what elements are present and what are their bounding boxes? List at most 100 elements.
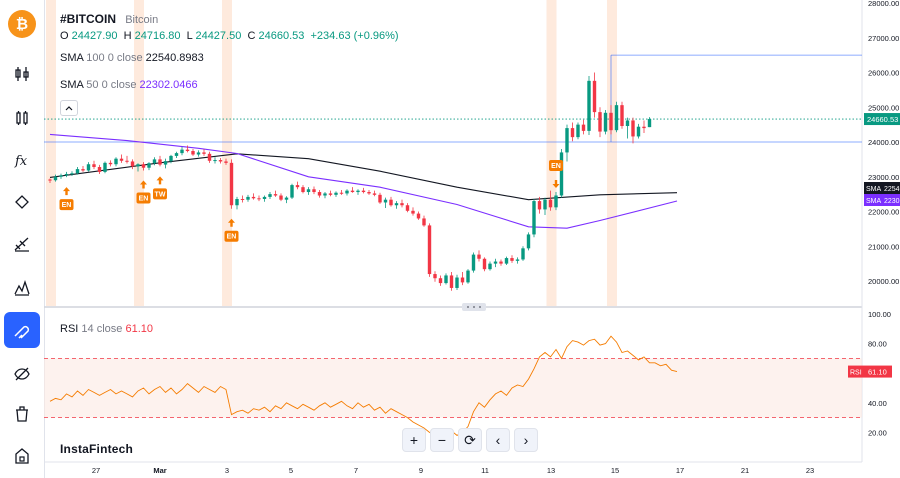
candle bbox=[383, 199, 388, 203]
candle bbox=[565, 128, 569, 153]
candle bbox=[570, 128, 575, 138]
reset-chart-button[interactable]: ⟳ bbox=[458, 428, 482, 452]
lock-icon[interactable] bbox=[4, 438, 40, 474]
candle bbox=[218, 160, 223, 162]
indicators-icon[interactable] bbox=[4, 100, 40, 136]
candle bbox=[554, 195, 558, 208]
fib-icon[interactable] bbox=[4, 226, 40, 262]
candle bbox=[339, 192, 344, 194]
rsi-value: 61.10 bbox=[125, 323, 153, 335]
candle bbox=[268, 194, 272, 197]
candle bbox=[367, 192, 371, 194]
rsi-badge-value: 61.10 bbox=[868, 368, 887, 377]
candle bbox=[620, 105, 624, 127]
time-axis-tick: 11 bbox=[481, 466, 489, 475]
sma100-legend[interactable]: SMA 100 0 close 22540.8983 bbox=[60, 52, 204, 64]
rsi-band bbox=[44, 358, 862, 418]
candle bbox=[587, 80, 591, 131]
highlight-band bbox=[134, 0, 144, 306]
candle bbox=[361, 190, 366, 193]
time-axis-tick: Mar bbox=[153, 466, 166, 475]
candle bbox=[273, 194, 278, 196]
chart-canvas[interactable]: 28000.00 27000.00 26000.00 25000.00 24000.00… bbox=[44, 0, 900, 478]
price-axis-tick: 20000.00 bbox=[868, 277, 899, 286]
candle bbox=[229, 162, 234, 206]
time-axis-tick: 3 bbox=[225, 466, 229, 475]
candle bbox=[345, 190, 349, 194]
candle bbox=[433, 274, 437, 279]
candle bbox=[389, 199, 393, 206]
candle bbox=[350, 190, 355, 193]
signal-tag: EN bbox=[551, 163, 561, 170]
signal-arrow-up-icon bbox=[140, 180, 147, 189]
ohlc-close-label: C bbox=[247, 30, 256, 42]
highlight-band bbox=[222, 0, 232, 306]
candle bbox=[394, 203, 399, 206]
candle bbox=[317, 192, 322, 196]
trash-icon[interactable] bbox=[4, 396, 40, 432]
candle bbox=[460, 277, 465, 283]
zoom-out-button[interactable]: − bbox=[430, 428, 454, 452]
candle bbox=[290, 185, 294, 198]
candle bbox=[372, 193, 377, 195]
sma100-badge-label-bg bbox=[864, 182, 882, 194]
candle bbox=[532, 201, 536, 235]
fx-icon[interactable]: fx bbox=[4, 142, 40, 178]
signal-tag-bg bbox=[549, 160, 563, 172]
sma50-legend[interactable]: SMA 50 0 close 22302.0466 bbox=[60, 79, 198, 91]
candle bbox=[147, 163, 151, 168]
candle bbox=[521, 248, 525, 260]
time-axis-tick: 21 bbox=[741, 466, 749, 475]
candle bbox=[400, 203, 404, 206]
signal-tag-bg bbox=[224, 230, 239, 242]
rsi-legend[interactable]: RSI 14 close 61.10 bbox=[60, 323, 153, 335]
patterns-icon[interactable] bbox=[4, 270, 40, 306]
scroll-right-button[interactable]: › bbox=[514, 428, 538, 452]
collapse-legend-chevron-up-icon[interactable] bbox=[60, 100, 78, 116]
candle bbox=[647, 119, 652, 128]
candle bbox=[625, 120, 630, 127]
candle bbox=[378, 194, 382, 203]
signal-tag-bg bbox=[136, 192, 151, 204]
signal-tag-bg bbox=[59, 199, 74, 211]
candle bbox=[515, 259, 520, 261]
candle bbox=[97, 167, 102, 172]
zoom-in-button[interactable]: + bbox=[402, 428, 426, 452]
bitcoin-logo-icon[interactable]: ₿ bbox=[8, 10, 36, 38]
price-axis-tick: 27000.00 bbox=[868, 34, 899, 43]
candle bbox=[449, 275, 454, 288]
candle bbox=[598, 112, 602, 132]
candle bbox=[504, 258, 509, 264]
rsi-axis-tick: 100.00 bbox=[868, 310, 891, 319]
time-axis-tick: 15 bbox=[611, 466, 619, 475]
candle bbox=[455, 277, 459, 288]
candle bbox=[328, 193, 333, 195]
trend-line-icon[interactable] bbox=[4, 184, 40, 220]
scroll-left-button[interactable]: ‹ bbox=[486, 428, 510, 452]
candle bbox=[70, 173, 74, 175]
highlight-band bbox=[46, 0, 56, 306]
rsi-axis-tick: 40.00 bbox=[868, 399, 887, 408]
hide-drawings-icon[interactable] bbox=[4, 356, 40, 392]
symbol-ticker: #BITCOIN bbox=[60, 12, 117, 26]
candle bbox=[251, 196, 256, 199]
candle bbox=[609, 112, 613, 131]
sma50-line bbox=[49, 133, 678, 229]
rsi-label: RSI bbox=[60, 323, 79, 335]
candle bbox=[466, 270, 470, 283]
candle bbox=[53, 176, 58, 181]
candle bbox=[130, 161, 135, 167]
resize-dot bbox=[479, 306, 481, 308]
candle bbox=[185, 149, 190, 152]
candle bbox=[642, 126, 646, 129]
sma50-value: 22302.0466 bbox=[139, 79, 198, 91]
candle bbox=[92, 164, 96, 168]
sma100-label: SMA bbox=[60, 52, 84, 64]
time-axis-tick: 17 bbox=[676, 466, 684, 475]
candles-icon[interactable] bbox=[4, 56, 40, 92]
price-axis-tick: 22000.00 bbox=[868, 208, 899, 217]
candle bbox=[471, 254, 476, 271]
sma50-params: 50 0 close bbox=[86, 79, 137, 91]
magnet-icon[interactable] bbox=[4, 312, 40, 348]
highlight-band bbox=[546, 0, 557, 306]
